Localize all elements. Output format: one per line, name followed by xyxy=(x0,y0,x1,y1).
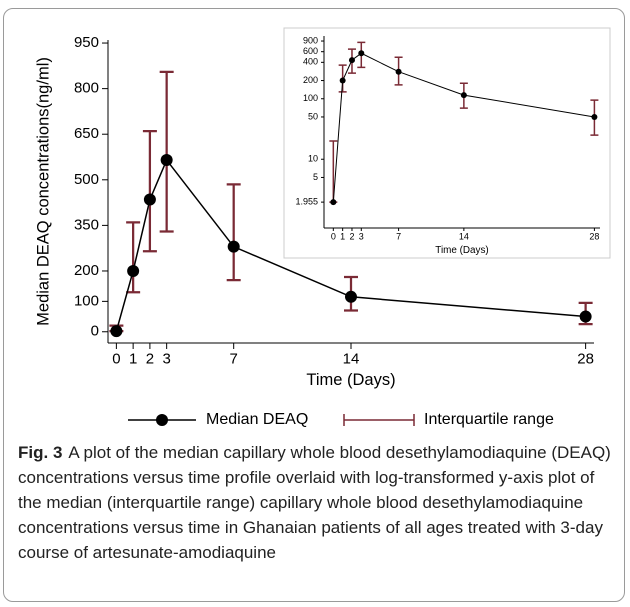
median-point xyxy=(591,113,598,120)
median-point xyxy=(127,264,140,277)
median-point xyxy=(160,154,173,167)
frame xyxy=(3,8,625,602)
y-tick-label: 650 xyxy=(74,125,99,142)
median-point xyxy=(227,240,240,253)
x-tick-label: 0 xyxy=(112,350,120,367)
y-tick-label: 400 xyxy=(303,57,318,67)
y-tick-label: 600 xyxy=(303,46,318,56)
median-point xyxy=(345,290,357,303)
x-tick-label: 28 xyxy=(589,232,599,242)
y-tick-label: 500 xyxy=(74,171,99,188)
y-tick-label: 900 xyxy=(303,35,318,45)
error-bar xyxy=(226,183,241,282)
x-tick-label: 3 xyxy=(359,232,364,242)
caption-text: A plot of the median capillary whole blo… xyxy=(18,443,611,562)
x-tick-label: 2 xyxy=(349,232,354,242)
y-tick-label: 100 xyxy=(74,292,99,309)
x-tick-label: 0 xyxy=(331,232,336,242)
x-tick-label: 3 xyxy=(162,350,170,367)
median-point xyxy=(395,68,402,75)
y-tick-label: 100 xyxy=(303,93,318,103)
x-axis-title: Time (Days) xyxy=(435,245,488,256)
x-tick-label: 7 xyxy=(396,232,401,242)
y-tick-label: 200 xyxy=(74,262,99,279)
y-tick-label: 350 xyxy=(74,216,99,233)
x-tick-label: 1 xyxy=(340,232,345,242)
legend-label: Interquartile range xyxy=(424,411,554,428)
x-tick-label: 2 xyxy=(146,350,154,367)
median-point xyxy=(579,310,592,323)
legend-marker xyxy=(156,414,168,426)
x-tick-label: 28 xyxy=(577,350,594,367)
error-bar xyxy=(142,130,157,253)
x-tick-label: 14 xyxy=(343,350,360,367)
error-bar xyxy=(126,221,141,294)
x-axis-title: Time (Days) xyxy=(306,371,395,389)
median-point xyxy=(339,77,346,84)
y-tick-label: 10 xyxy=(308,154,318,164)
y-axis-title: Median DEAQ concentrations(ng/ml) xyxy=(34,57,52,326)
median-point xyxy=(460,92,467,99)
y-tick-label: 800 xyxy=(74,80,99,97)
x-tick-label: 1 xyxy=(129,350,137,367)
y-tick-label: 50 xyxy=(308,111,318,121)
y-tick-label: 5 xyxy=(313,172,318,182)
median-point xyxy=(358,50,365,57)
caption-label: Fig. 3 xyxy=(18,443,63,462)
median-point xyxy=(330,199,337,206)
median-point xyxy=(348,57,355,64)
y-tick-label: 0 xyxy=(91,323,99,340)
error-bar xyxy=(159,70,174,233)
y-tick-label: 950 xyxy=(74,34,99,51)
y-tick-label: 1.955 xyxy=(295,196,318,206)
y-tick-label: 200 xyxy=(303,75,318,85)
legend-errorbar xyxy=(343,414,415,426)
x-tick-label: 14 xyxy=(459,232,469,242)
x-tick-label: 7 xyxy=(230,350,238,367)
legend-label: Median DEAQ xyxy=(206,411,308,428)
median-point xyxy=(110,325,123,338)
median-point xyxy=(143,193,156,206)
